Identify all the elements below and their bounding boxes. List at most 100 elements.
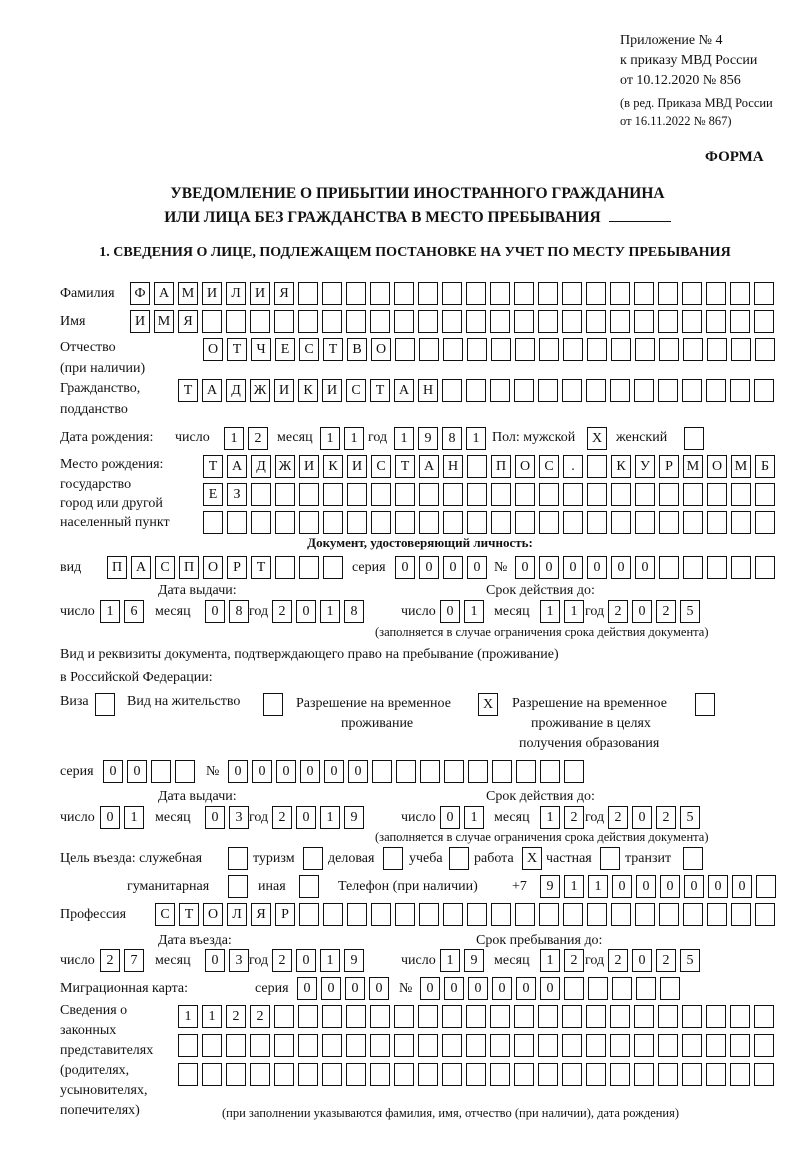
reps-2-cell[interactable] (730, 1034, 750, 1057)
name-cell[interactable] (346, 310, 366, 333)
reps-3-cell[interactable] (226, 1063, 246, 1086)
permit-issue-month-cell[interactable]: 0 (205, 806, 225, 829)
id-number-cell[interactable]: 0 (587, 556, 607, 579)
reps-2-cell[interactable] (442, 1034, 462, 1057)
citizenship-cell[interactable] (562, 379, 582, 402)
birthplace-1-cell[interactable]: Р (659, 455, 679, 478)
reps-3-cell[interactable] (610, 1063, 630, 1086)
reps-1-cell[interactable] (610, 1005, 630, 1028)
id-number-cell[interactable]: 0 (515, 556, 535, 579)
surname-cell[interactable] (346, 282, 366, 305)
reps-2-cell[interactable] (322, 1034, 342, 1057)
dob-year-cell[interactable]: 9 (418, 427, 438, 450)
permit-trp-checkbox[interactable]: X (478, 693, 498, 716)
name-cell[interactable]: И (130, 310, 150, 333)
purpose-private-checkbox[interactable] (600, 847, 620, 870)
name-cell[interactable] (442, 310, 462, 333)
reps-1-cell[interactable] (394, 1005, 414, 1028)
reps-3-cell[interactable] (562, 1063, 582, 1086)
name-cell[interactable] (610, 310, 630, 333)
reps-3-cell[interactable] (514, 1063, 534, 1086)
purpose-study-checkbox[interactable] (449, 847, 469, 870)
name-cell[interactable] (250, 310, 270, 333)
sex-male-checkbox[interactable]: X (587, 427, 607, 450)
patronymic-cell[interactable] (707, 338, 727, 361)
profession-cell[interactable] (299, 903, 319, 926)
name-cell[interactable] (754, 310, 774, 333)
reps-1-cell[interactable] (274, 1005, 294, 1028)
permit-valid-day-cell[interactable]: 0 (440, 806, 460, 829)
surname-cell[interactable] (706, 282, 726, 305)
reps-3-cell[interactable] (634, 1063, 654, 1086)
mc-series-cell[interactable]: 0 (369, 977, 389, 1000)
citizenship-cell[interactable]: Д (226, 379, 246, 402)
citizenship-cell[interactable]: А (394, 379, 414, 402)
birthplace-2-cell[interactable] (251, 483, 271, 506)
birthplace-3-cell[interactable] (443, 511, 463, 534)
reps-3-cell[interactable] (586, 1063, 606, 1086)
permit-valid-year-cell[interactable]: 2 (608, 806, 628, 829)
reps-2-cell[interactable] (538, 1034, 558, 1057)
phone-cell[interactable]: 0 (660, 875, 680, 898)
reps-3-cell[interactable] (346, 1063, 366, 1086)
dob-month-cell[interactable]: 1 (344, 427, 364, 450)
id-series-cell[interactable]: 0 (467, 556, 487, 579)
reps-3-cell[interactable] (682, 1063, 702, 1086)
citizenship-cell[interactable] (730, 379, 750, 402)
patronymic-cell[interactable]: В (347, 338, 367, 361)
reps-1-cell[interactable] (442, 1005, 462, 1028)
permit-issue-day-cell[interactable]: 1 (124, 806, 144, 829)
name-cell[interactable] (706, 310, 726, 333)
profession-cell[interactable] (539, 903, 559, 926)
permit-number-cell[interactable] (492, 760, 512, 783)
birthplace-1-cell[interactable] (587, 455, 607, 478)
surname-cell[interactable] (610, 282, 630, 305)
id-valid-year-cell[interactable]: 0 (632, 600, 652, 623)
birthplace-1-cell[interactable]: М (731, 455, 751, 478)
mc-number-cell[interactable]: 0 (516, 977, 536, 1000)
reps-1-cell[interactable] (490, 1005, 510, 1028)
permit-number-cell[interactable] (396, 760, 416, 783)
reps-3-cell[interactable] (250, 1063, 270, 1086)
birthplace-2-cell[interactable] (395, 483, 415, 506)
id-number-cell[interactable] (659, 556, 679, 579)
birthplace-3-cell[interactable] (419, 511, 439, 534)
reps-2-cell[interactable] (346, 1034, 366, 1057)
permit-trp-edu-checkbox[interactable] (695, 693, 715, 716)
citizenship-cell[interactable]: К (298, 379, 318, 402)
purpose-official-checkbox[interactable] (228, 847, 248, 870)
dob-year-cell[interactable]: 8 (442, 427, 462, 450)
profession-cell[interactable] (491, 903, 511, 926)
id-kind-cell[interactable]: Т (251, 556, 271, 579)
patronymic-cell[interactable] (515, 338, 535, 361)
birthplace-1-cell[interactable]: П (491, 455, 511, 478)
reps-1-cell[interactable] (562, 1005, 582, 1028)
name-cell[interactable] (514, 310, 534, 333)
reps-2-cell[interactable] (490, 1034, 510, 1057)
reps-2-cell[interactable] (394, 1034, 414, 1057)
purpose-other-checkbox[interactable] (299, 875, 319, 898)
patronymic-cell[interactable] (491, 338, 511, 361)
reps-2-cell[interactable] (706, 1034, 726, 1057)
profession-cell[interactable] (611, 903, 631, 926)
profession-cell[interactable] (683, 903, 703, 926)
reps-2-cell[interactable] (370, 1034, 390, 1057)
id-valid-year-cell[interactable]: 2 (608, 600, 628, 623)
purpose-transit-checkbox[interactable] (683, 847, 703, 870)
mc-number-cell[interactable] (588, 977, 608, 1000)
name-cell[interactable] (634, 310, 654, 333)
citizenship-cell[interactable]: И (322, 379, 342, 402)
phone-cell[interactable]: 0 (684, 875, 704, 898)
permit-number-cell[interactable] (540, 760, 560, 783)
phone-cell[interactable]: 0 (708, 875, 728, 898)
reps-1-cell[interactable] (298, 1005, 318, 1028)
permit-residence-checkbox[interactable] (263, 693, 283, 716)
stay-year-cell[interactable]: 2 (608, 949, 628, 972)
birthplace-2-cell[interactable] (731, 483, 751, 506)
id-issue-year-cell[interactable]: 2 (272, 600, 292, 623)
citizenship-cell[interactable]: Н (418, 379, 438, 402)
reps-1-cell[interactable] (682, 1005, 702, 1028)
dob-day-cell[interactable]: 1 (224, 427, 244, 450)
profession-cell[interactable] (635, 903, 655, 926)
id-series-cell[interactable]: 0 (395, 556, 415, 579)
